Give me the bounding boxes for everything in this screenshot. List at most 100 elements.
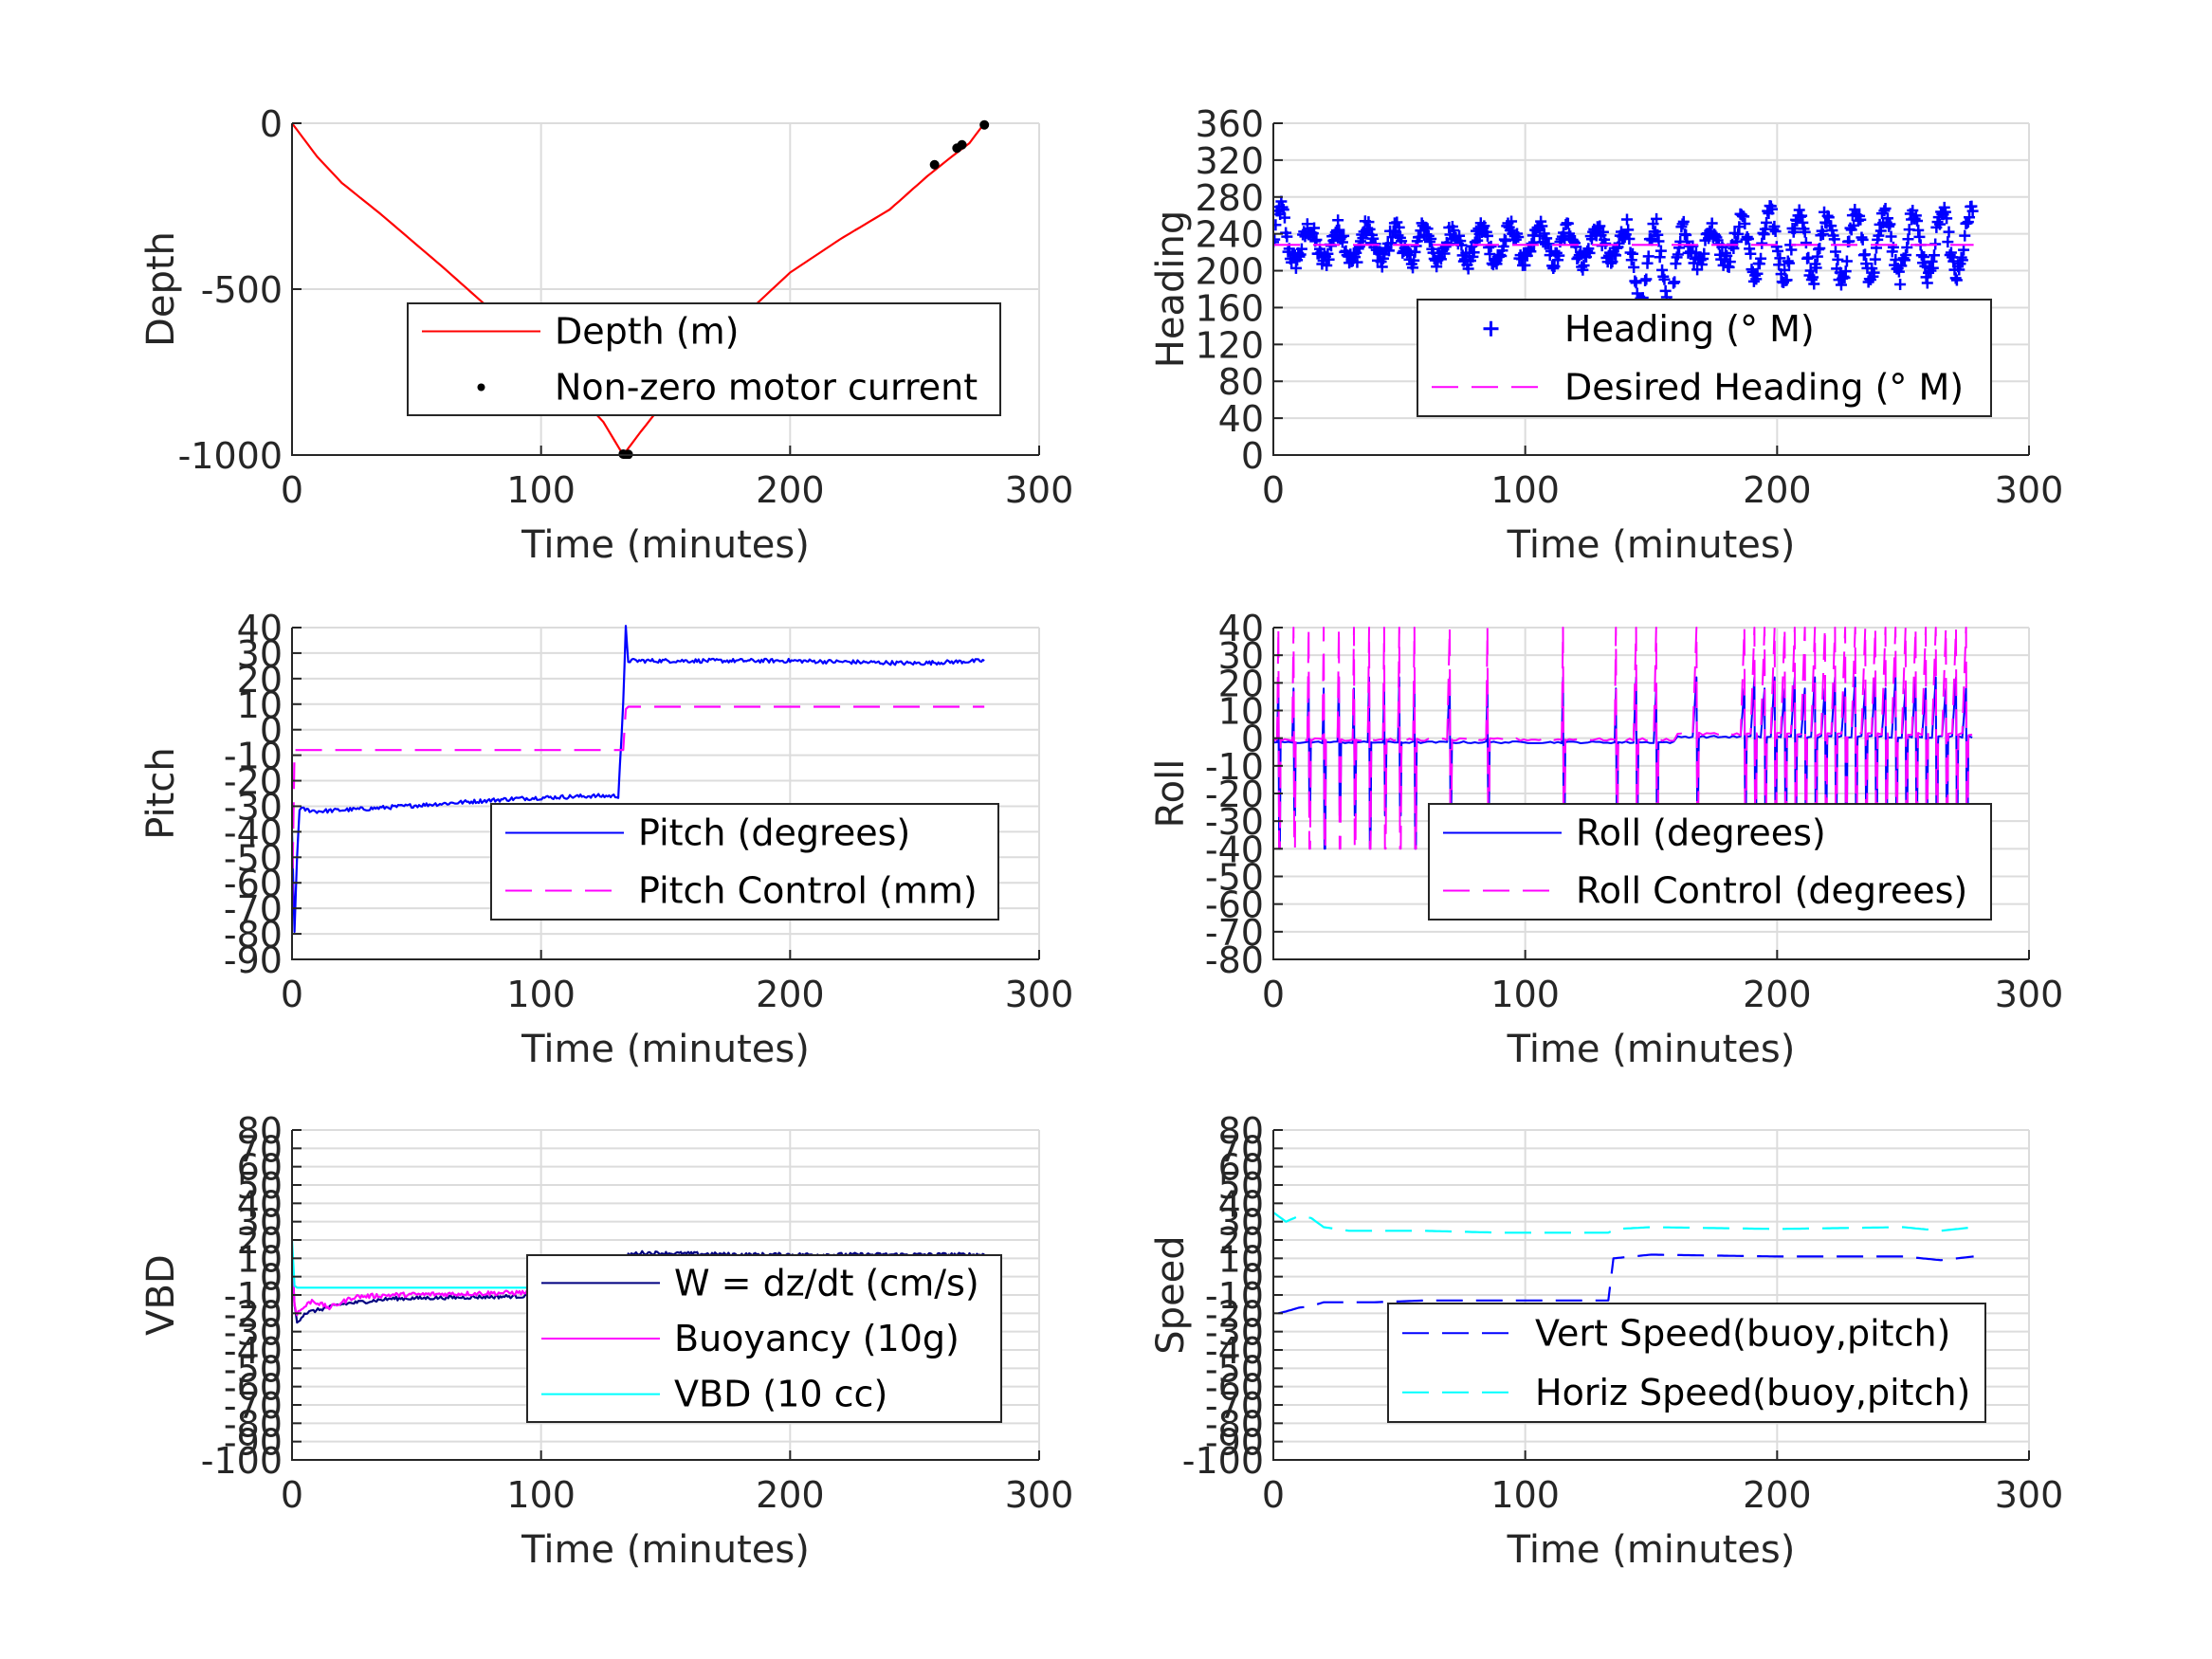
heading-marker [1964, 211, 1976, 224]
heading-marker [1391, 216, 1403, 228]
x-tick-label: 300 [1995, 974, 2064, 1015]
heading-marker [1653, 235, 1665, 247]
panel-speed: 0 100 200 30080706050403020100-10-20-30-40-… [1149, 1110, 2063, 1572]
y-tick-label: -60 [1205, 1367, 1264, 1409]
heading-marker [1943, 226, 1955, 238]
heading-marker [1462, 263, 1474, 275]
y-tick-label: -70 [224, 1385, 283, 1427]
series-pitch-control-mm [292, 705, 985, 909]
y-tick-label: -20 [224, 1293, 283, 1335]
y-tick-label: -50 [224, 1348, 283, 1390]
plot-area [292, 119, 990, 459]
panel-heading: 0 100 200 30036032028024020016012080400Time… [1149, 103, 2063, 567]
panel-depth: 0 100 200 300 0 -500 -1000 Time (minutes) Depth D… [139, 103, 1073, 567]
heading-marker [1606, 256, 1618, 268]
x-tick-label: 200 [1743, 469, 1812, 511]
heading-marker [1548, 261, 1561, 273]
y-tick-label: -10 [224, 736, 283, 777]
y-tick-label: -30 [1205, 801, 1264, 843]
plot-area [1273, 1212, 1974, 1315]
legend-label: W = dz/dt (cm/s) [674, 1262, 979, 1304]
series-roll-control-degrees [1273, 627, 1973, 850]
series-roll-degrees [1273, 676, 1973, 850]
plot-area [292, 625, 985, 934]
legend-label: Buoyancy (10g) [674, 1318, 960, 1359]
heading-marker [1553, 249, 1565, 262]
heading-marker [1933, 218, 1946, 230]
heading-marker [1810, 262, 1822, 274]
y-tick-label: -10 [1205, 1275, 1264, 1317]
heading-marker [1642, 250, 1654, 263]
heading-marker [1751, 267, 1764, 280]
heading-marker [1885, 230, 1897, 243]
x-tick-label: 200 [1743, 1474, 1812, 1516]
heading-marker [1321, 259, 1333, 271]
y-tick-label: -30 [224, 786, 283, 828]
y-tick-label: -90 [1205, 1422, 1264, 1464]
x-tick-label: 200 [1743, 974, 1812, 1015]
y-tick-label: -10 [224, 1275, 283, 1317]
y-axis-label: Roll [1149, 759, 1193, 829]
x-tick-label: 100 [1490, 974, 1560, 1015]
heading-marker [1363, 223, 1376, 235]
plot-area [1273, 627, 1973, 850]
heading-marker [1578, 260, 1590, 272]
x-tick-label: 300 [1005, 1474, 1074, 1516]
y-tick-label: 360 [1195, 103, 1264, 145]
heading-marker [1628, 261, 1640, 273]
heading-marker [1892, 265, 1905, 278]
heading-marker [1623, 232, 1636, 245]
y-axis-label: Pitch [139, 747, 183, 839]
heading-marker [1761, 216, 1773, 228]
x-tick-label: 300 [1005, 974, 1074, 1015]
legend-label: Non-zero motor current [555, 367, 978, 409]
heading-marker [1832, 253, 1844, 265]
y-tick-label: 40 [1218, 608, 1264, 649]
x-tick-label: 100 [1490, 1474, 1560, 1516]
x-tick-label: 200 [756, 974, 825, 1015]
y-tick-label: 50 [237, 1165, 283, 1207]
legend-label: Depth (m) [555, 311, 740, 353]
y-axis-label: VBD [139, 1254, 183, 1336]
legend-box [490, 803, 999, 921]
legend: Heading (° M) Desired Heading (° M) [1417, 299, 1992, 417]
plot-area [1273, 195, 1979, 319]
legend-box [1417, 299, 1992, 417]
legend-label: Roll (degrees) [1576, 812, 1826, 854]
x-axis-label: Time (minutes) [1507, 1528, 1796, 1572]
heading-marker [1966, 205, 1979, 217]
heading-marker [1756, 237, 1768, 249]
y-tick-label: 40 [237, 1183, 283, 1225]
y-axis-label: Speed [1149, 1235, 1193, 1354]
y-tick-label: -60 [224, 863, 283, 904]
y-tick-label: -70 [1205, 912, 1264, 954]
heading-marker [1959, 229, 1971, 242]
motor-current-point [957, 139, 967, 150]
y-tick-label: -50 [1205, 1348, 1264, 1390]
heading-marker [1654, 245, 1667, 257]
y-tick-label: -80 [1205, 939, 1264, 981]
heading-marker [1626, 247, 1638, 260]
heading-marker [1273, 219, 1282, 231]
y-tick-label: -30 [1205, 1312, 1264, 1354]
y-tick-label: 60 [1218, 1147, 1264, 1189]
x-axis-label: Time (minutes) [1507, 1028, 1796, 1071]
heading-marker [1295, 243, 1307, 255]
x-axis-label: Time (minutes) [521, 1028, 810, 1071]
heading-marker [1928, 249, 1940, 262]
legend-label: Pitch (degrees) [638, 812, 910, 854]
series-pitch-degrees [292, 625, 985, 934]
y-tick-label: 30 [237, 633, 283, 675]
y-tick-label: 280 [1195, 177, 1264, 219]
y-tick-label: -80 [1205, 1403, 1264, 1445]
heading-marker [1855, 213, 1867, 226]
heading-marker [1817, 228, 1829, 241]
x-tick-label: 0 [281, 469, 303, 511]
heading-marker [1942, 236, 1954, 248]
heading-marker [1755, 252, 1767, 264]
series-vert-speed-buoy-pitch [1278, 1253, 1974, 1315]
heading-marker [1829, 246, 1841, 258]
heading-marker [1301, 218, 1313, 230]
legend: Pitch (degrees) Pitch Control (mm) [490, 803, 999, 921]
y-tick-label: -90 [224, 939, 283, 981]
